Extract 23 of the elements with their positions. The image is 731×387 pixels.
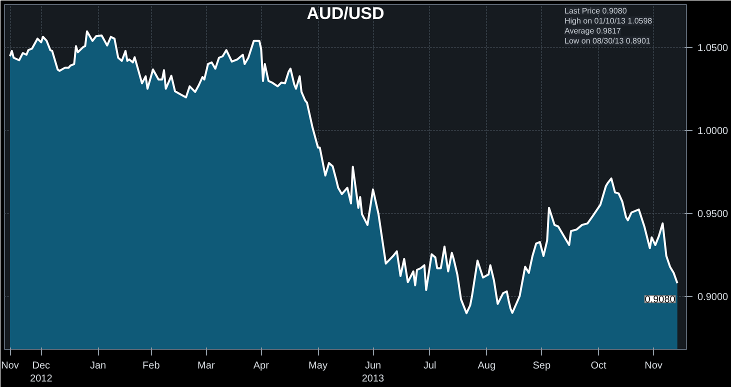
x-tick-label: Jun 2013 xyxy=(362,360,385,385)
x-tick-label: Nov xyxy=(644,360,662,372)
x-tick-label: Oct xyxy=(590,360,606,372)
y-tick-label: 1.0500 xyxy=(698,43,729,54)
x-tick-label: Jan xyxy=(90,360,106,372)
x-tick-label: Apr xyxy=(253,360,270,372)
annotation: Last Price 0.9080 xyxy=(564,6,628,16)
y-tick-label: 0.9000 xyxy=(698,292,729,303)
x-tick-label: May xyxy=(308,360,328,372)
annotation: Average 0.9817 xyxy=(564,26,622,36)
annotation: High on 01/10/13 1.0598 xyxy=(564,16,653,26)
x-tick-label: Sep xyxy=(532,360,551,372)
annotation: 0.9080 xyxy=(644,294,676,306)
x-tick-label: Aug xyxy=(478,360,496,372)
x-tick-label: Nov xyxy=(1,360,19,372)
y-tick-label: 1.0000 xyxy=(698,126,729,138)
x-tick-label: Dec 2012 xyxy=(30,360,53,385)
annotation: Low on 08/30/13 0.8901 xyxy=(564,36,651,46)
chart-title: AUD/USD xyxy=(306,4,384,24)
x-tick-label: Mar xyxy=(198,360,216,372)
y-tick-label: 0.9500 xyxy=(698,208,729,220)
x-tick-label: Jul xyxy=(423,360,436,372)
x-tick-label: Feb xyxy=(142,360,160,372)
